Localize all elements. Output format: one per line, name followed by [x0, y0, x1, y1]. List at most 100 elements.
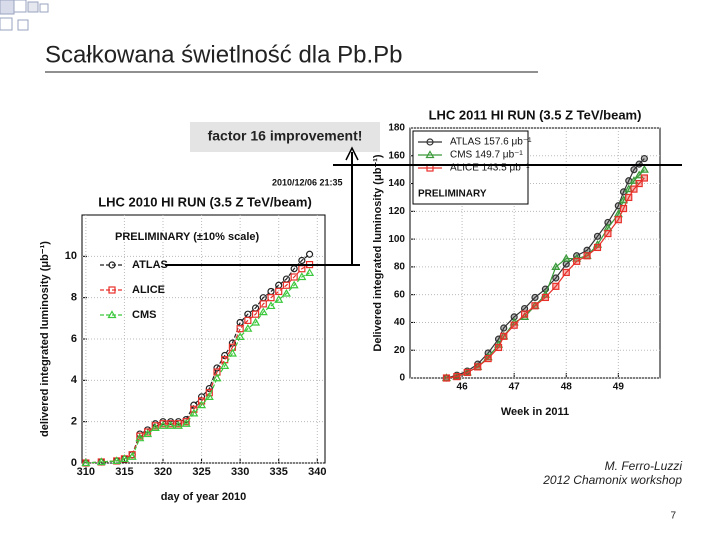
point [151, 422, 159, 430]
point [190, 401, 198, 409]
y-tick-label: 160 [388, 150, 405, 161]
legend-marker [108, 261, 116, 269]
legend-label: ALICE 143.5 μb⁻¹ [450, 163, 530, 174]
point [463, 368, 471, 377]
point [630, 185, 638, 193]
point [128, 451, 136, 459]
point [258, 307, 268, 316]
point [604, 229, 612, 238]
annotation: factor 16 improvement! [208, 128, 363, 144]
point [173, 421, 183, 429]
point [266, 301, 276, 310]
point [541, 293, 550, 302]
y-tick-label: 6 [71, 333, 77, 345]
series-line [85, 272, 310, 464]
y-tick-label: 10 [65, 250, 77, 262]
legend-marker [426, 138, 434, 146]
series-line [85, 264, 310, 464]
point [275, 287, 283, 296]
point [204, 392, 214, 400]
point [158, 421, 168, 429]
subtitle: PRELIMINARY (±10% scale) [115, 231, 260, 243]
point [500, 332, 508, 340]
comparison-lines [165, 146, 682, 266]
legend-label: ALICE [132, 284, 165, 296]
point [635, 179, 643, 188]
x-tick-label: 46 [457, 382, 469, 393]
point [181, 419, 191, 427]
annotation-box [190, 122, 380, 152]
point [112, 456, 122, 465]
point [281, 288, 291, 297]
y-tick-label: 120 [388, 206, 405, 217]
point [531, 302, 539, 310]
y-tick-label: 0 [399, 373, 405, 384]
chart-title: LHC 2010 HI RUN (3.5 Z TeV/beam) [98, 194, 312, 209]
point [127, 452, 137, 460]
point [453, 373, 461, 381]
y-tick-label: 60 [394, 289, 406, 300]
legend-label: CMS 149.7 μb⁻¹ [450, 150, 523, 161]
y-tick-label: 8 [71, 292, 77, 304]
point [305, 250, 314, 258]
legend-marker [108, 286, 116, 294]
point [251, 317, 261, 326]
point [562, 268, 570, 277]
point [166, 421, 176, 429]
y-tick-label: 140 [388, 178, 405, 189]
point [484, 354, 492, 363]
point [640, 174, 648, 182]
x-tick-label: 330 [231, 466, 249, 478]
point [227, 348, 237, 357]
point [583, 252, 591, 260]
y-tick-label: 0 [71, 457, 77, 469]
point [442, 374, 451, 382]
point [510, 321, 518, 329]
x-tick-label: 325 [192, 466, 210, 478]
y-tick-label: 80 [394, 262, 406, 273]
point [135, 433, 145, 442]
credit: 2012 Chamonix workshop [542, 473, 682, 487]
point [494, 343, 503, 352]
x-tick-label: 335 [270, 466, 288, 478]
x-tick-label: 310 [77, 466, 95, 478]
legend-label: CMS [132, 309, 156, 321]
x-tick-label: 47 [509, 382, 521, 393]
point [573, 257, 581, 265]
point [167, 420, 175, 428]
legend-marker [107, 310, 117, 319]
point [531, 293, 539, 302]
point [614, 216, 622, 224]
point [640, 154, 648, 163]
point [551, 262, 561, 270]
point [561, 253, 571, 262]
point [289, 280, 299, 289]
point [520, 310, 529, 318]
x-tick-label: 49 [613, 382, 625, 393]
point [290, 273, 298, 281]
point [150, 423, 160, 431]
y-tick-label: 4 [71, 374, 78, 386]
point [159, 420, 167, 428]
point [96, 457, 106, 466]
y-tick-label: 180 [388, 123, 405, 134]
point [274, 295, 284, 303]
point [297, 272, 307, 281]
legend-label: ATLAS 157.6 μb⁻¹ [450, 137, 532, 148]
point [174, 420, 183, 428]
x-tick-label: 320 [154, 466, 172, 478]
point [562, 260, 570, 268]
point [593, 232, 602, 240]
legend-label: ATLAS [132, 259, 168, 271]
x-axis-label: day of year 2010 [161, 491, 247, 503]
point [639, 164, 649, 173]
x-tick-label: 48 [561, 382, 573, 393]
y-tick-label: 2 [71, 416, 77, 428]
point [298, 256, 306, 265]
subtitle: PRELIMINARY [418, 189, 487, 200]
point [197, 393, 206, 401]
point [474, 363, 482, 371]
x-axis-label: Week in 2011 [501, 406, 569, 418]
point [305, 268, 315, 276]
